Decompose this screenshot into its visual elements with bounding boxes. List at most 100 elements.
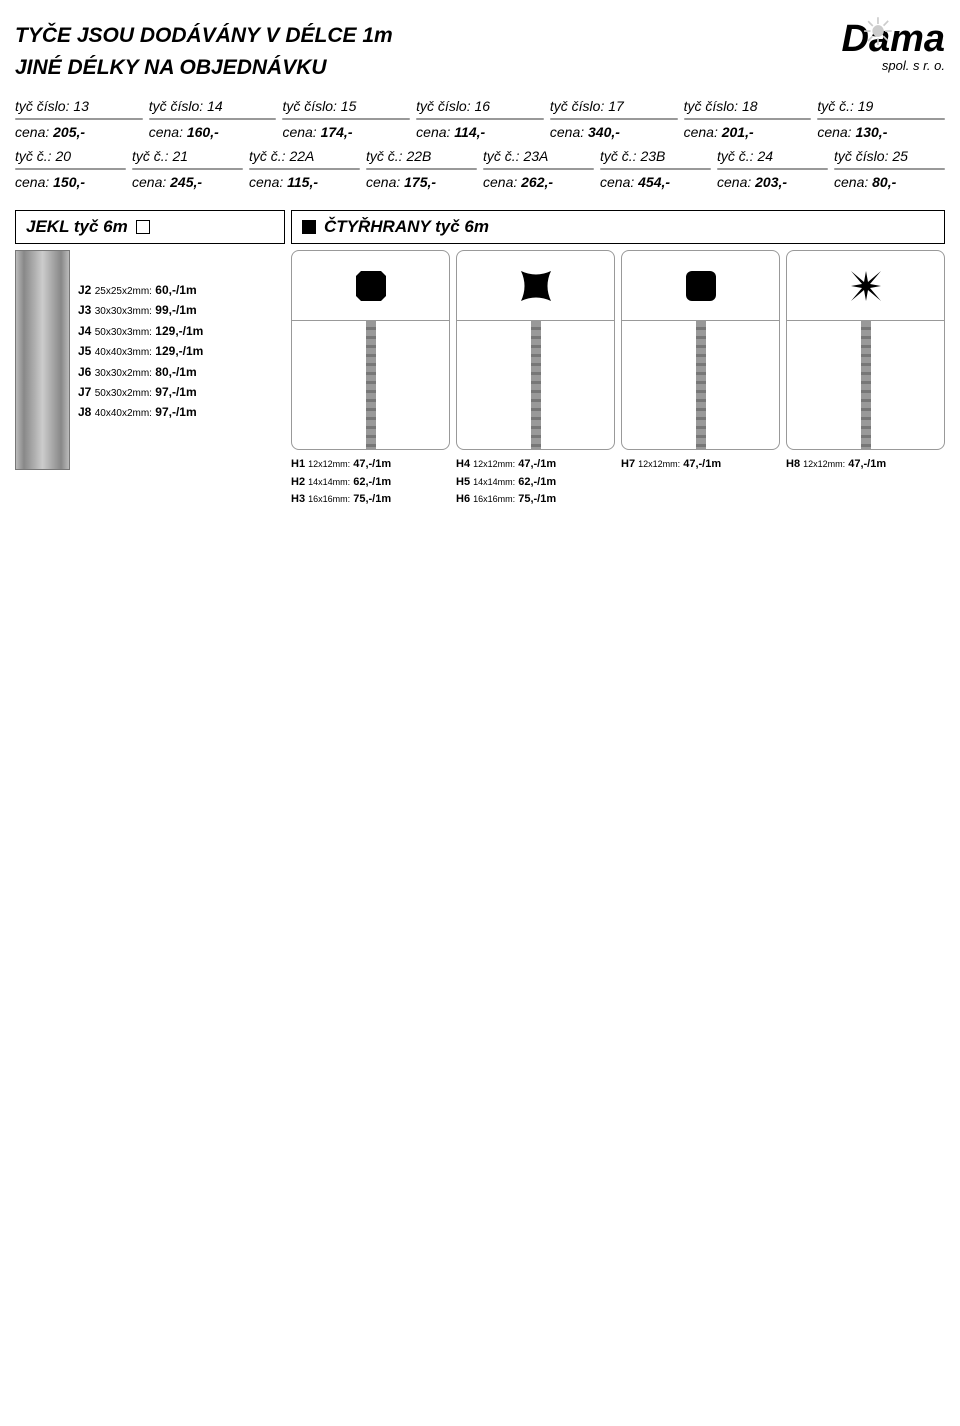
cty-price-item: H2 14x14mm: 62,-/1m (291, 474, 450, 492)
cty-column (786, 250, 945, 450)
product-item: tyč číslo: 16160120cena: 114,- (416, 98, 544, 140)
item-drawing: 150275 (717, 168, 828, 170)
product-item: tyč číslo: 13 340160320340 cena: 205,- (15, 98, 143, 140)
bottom-section: JEKL tyč 6m J2 25x25x2mm: 60,-/1mJ3 30x3… (15, 210, 945, 509)
ctyrhrany-section: ČTYŘHRANY tyč 6m H1 12x12mm: 47,-/1mH2 1… (291, 210, 945, 509)
logo: ☀ Dama spol. s r. o. (842, 20, 946, 73)
jekl-price-list: J2 25x25x2mm: 60,-/1mJ3 30x30x3mm: 99,-/… (78, 250, 203, 470)
header-line1: TYČE JSOU DODÁVÁNY V DÉLCE 1m (15, 20, 393, 52)
item-drawing: 210220 (550, 118, 678, 120)
item-label: tyč číslo: 15 (282, 98, 410, 114)
item-drawing: 155 (149, 118, 277, 120)
cty-price-item: H5 14x14mm: 62,-/1m (456, 474, 615, 492)
item-price: cena: 160,- (149, 124, 277, 140)
cty-column (456, 250, 615, 450)
item-label: tyč číslo: 25 (834, 148, 945, 164)
item-label: tyč č.: 24 (717, 148, 828, 164)
cty-bar-sample (696, 321, 706, 449)
cty-price-item: H3 16x16mm: 75,-/1m (291, 491, 450, 509)
item-price: cena: 454,- (600, 174, 711, 190)
product-item: tyč číslo: 15 160120 cena: 174,- (282, 98, 410, 140)
jekl-item: J7 50x30x2mm: 97,-/1m (78, 382, 203, 402)
item-label: tyč č.: 22A (249, 148, 360, 164)
cty-prices: H1 12x12mm: 47,-/1mH2 14x14mm: 62,-/1mH3… (291, 456, 945, 509)
product-item: tyč číslo: 17 210220 cena: 340,- (550, 98, 678, 140)
item-price: cena: 340,- (550, 124, 678, 140)
jekl-item: J3 30x30x3mm: 99,-/1m (78, 300, 203, 320)
item-drawing: 150320 (483, 168, 594, 170)
item-label: tyč číslo: 18 (684, 98, 812, 114)
item-drawing: 210220 (684, 118, 812, 120)
item-label: tyč číslo: 13 (15, 98, 143, 114)
jekl-bar-sample (15, 250, 70, 470)
item-label: tyč číslo: 16 (416, 98, 544, 114)
cty-price-item: H8 12x12mm: 47,-/1m (786, 456, 945, 474)
item-price: cena: 174,- (282, 124, 410, 140)
item-drawing: 340160320340 (15, 118, 143, 120)
cty-title: ČTYŘHRANY tyč 6m (324, 217, 489, 237)
item-price: cena: 114,- (416, 124, 544, 140)
product-item: tyč číslo: 18210220cena: 201,- (684, 98, 812, 140)
product-item: tyč číslo: 25 8525055012560 cena: 80,- (834, 148, 945, 190)
cty-price-item: H7 12x12mm: 47,-/1m (621, 456, 780, 474)
product-item: tyč č.: 24 150275 cena: 203,- (717, 148, 828, 190)
filled-square-icon (302, 220, 316, 234)
item-price: cena: 150,- (15, 174, 126, 190)
cty-header: ČTYŘHRANY tyč 6m (291, 210, 945, 244)
item-price: cena: 115,- (249, 174, 360, 190)
item-drawing: 160120 (282, 118, 410, 120)
cty-price-item: H1 12x12mm: 47,-/1m (291, 456, 450, 474)
cty-bar-sample (366, 321, 376, 449)
product-item: tyč č.: 22B36595170cena: 175,- (366, 148, 477, 190)
item-price: cena: 175,- (366, 174, 477, 190)
item-price: cena: 245,- (132, 174, 243, 190)
profile-shape-icon (292, 251, 449, 321)
product-item: tyč číslo: 14 155 cena: 160,- (149, 98, 277, 140)
profile-shape-icon (787, 251, 944, 321)
item-price: cena: 203,- (717, 174, 828, 190)
item-drawing: 8525055012560 (834, 168, 945, 170)
page-header: TYČE JSOU DODÁVÁNY V DÉLCE 1m JINÉ DÉLKY… (15, 20, 945, 83)
cty-grid (291, 250, 945, 450)
product-item: tyč č.: 21 165260 cena: 245,- (132, 148, 243, 190)
product-row-2: tyč č.: 20 130165 cena: 150,- tyč č.: 21 165… (15, 148, 945, 190)
product-item: tyč č.: 23A150320cena: 262,- (483, 148, 594, 190)
product-item: tyč č.: 20 130165 cena: 150,- (15, 148, 126, 190)
cty-bar-sample (861, 321, 871, 449)
logo-sub: spol. s r. o. (842, 58, 946, 73)
cty-price-column: H4 12x12mm: 47,-/1mH5 14x14mm: 62,-/1mH6… (456, 456, 615, 509)
product-item: tyč č.: 23B 210150320 cena: 454,- (600, 148, 711, 190)
cty-price-item: H6 16x16mm: 75,-/1m (456, 491, 615, 509)
cty-price-column: H7 12x12mm: 47,-/1m (621, 456, 780, 509)
item-price: cena: 262,- (483, 174, 594, 190)
cty-price-column: H8 12x12mm: 47,-/1m (786, 456, 945, 509)
jekl-item: J6 30x30x2mm: 80,-/1m (78, 362, 203, 382)
jekl-title: JEKL tyč 6m (26, 217, 128, 237)
jekl-item: J4 50x30x3mm: 129,-/1m (78, 321, 203, 341)
item-drawing: 165260 (132, 168, 243, 170)
cty-price-column: H1 12x12mm: 47,-/1mH2 14x14mm: 62,-/1mH3… (291, 456, 450, 509)
item-label: tyč č.: 23B (600, 148, 711, 164)
header-line2: JINÉ DÉLKY NA OBJEDNÁVKU (15, 52, 393, 84)
jekl-item: J8 40x40x2mm: 97,-/1m (78, 402, 203, 422)
item-price: cena: 80,- (834, 174, 945, 190)
cty-price-item: H4 12x12mm: 47,-/1m (456, 456, 615, 474)
jekl-section: JEKL tyč 6m J2 25x25x2mm: 60,-/1mJ3 30x3… (15, 210, 285, 509)
product-row-1: tyč číslo: 13340160320340cena: 205,-tyč … (15, 98, 945, 140)
item-drawing: 130165 (15, 168, 126, 170)
jekl-item: J5 40x40x3mm: 129,-/1m (78, 341, 203, 361)
item-label: tyč č.: 22B (366, 148, 477, 164)
header-text: TYČE JSOU DODÁVÁNY V DÉLCE 1m JINÉ DÉLKY… (15, 20, 393, 83)
item-drawing (817, 118, 945, 120)
sun-icon: ☀ (861, 10, 895, 55)
item-drawing: 95170 (249, 168, 360, 170)
item-drawing: 210150320 (600, 168, 711, 170)
item-label: tyč č.: 21 (132, 148, 243, 164)
item-label: tyč č.: 19 (817, 98, 945, 114)
item-price: cena: 205,- (15, 124, 143, 140)
item-label: tyč č.: 20 (15, 148, 126, 164)
product-item: tyč č.: 22A 95170 cena: 115,- (249, 148, 360, 190)
item-label: tyč číslo: 17 (550, 98, 678, 114)
item-label: tyč číslo: 14 (149, 98, 277, 114)
cty-bar-sample (531, 321, 541, 449)
